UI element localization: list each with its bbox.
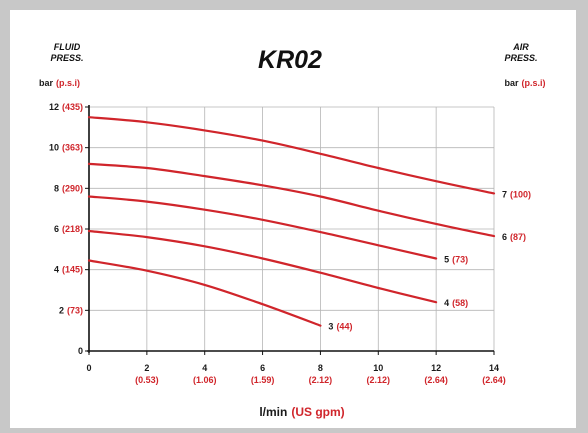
x-axis-label: l/min (US gpm) [259,405,344,419]
y-tick-alt-value: (290) [62,183,83,193]
series-end-label-7: 7 (100) [502,189,531,199]
y-tick-alt-value: (145) [62,265,83,275]
y-tick-value: 6 [54,224,59,234]
x-tick-label: 6 [260,363,265,373]
left-unit-main: bar [39,78,54,88]
x-axis-label-main: l/min [259,405,287,419]
x-tick-label: 12 [431,363,441,373]
series-name: 4 [444,298,449,308]
series-alt: (87) [510,232,526,242]
series-alt: (73) [452,254,468,264]
series-line-6 [87,162,496,238]
series-end-label-6: 6 (87) [502,232,526,242]
series-end-label-3: 3 (44) [328,322,352,332]
series-end-label-4: 4 (58) [444,298,468,308]
x-tick-label: 8 [318,363,323,373]
series-name: 6 [502,232,507,242]
y-tick-label: 12 (435) [49,102,83,112]
x-tick-alt-label: (1.06) [193,375,217,385]
x-tick-label: 14 [489,363,499,373]
y-tick-value: 2 [59,305,64,315]
series-group: 3 (44) 4 (58) 5 (73) 6 (87) 7 (100) [87,116,531,332]
series-line-7 [87,116,496,195]
series-name: 3 [328,322,333,332]
series-alt: (100) [510,189,531,199]
x-axis-label-alt: (US gpm) [291,405,344,419]
y-tick-value: 0 [78,346,83,356]
x-tick-alt-label: (2.12) [309,375,333,385]
series-name: 5 [444,254,449,264]
x-tick-label: 10 [373,363,383,373]
right-unit: bar (p.s.i) [504,78,545,88]
chart-panel: 0 2 (0.53) 4 (1.06) 6 (1.59) 8 (2.12) 10 (2.12) 12(… [10,10,576,428]
series-end-label-5: 5 (73) [444,254,468,264]
x-tick-alt-label: (2.64) [424,375,448,385]
grid-lines [89,106,495,351]
series-alt: (58) [452,298,468,308]
y-tick-alt-value: (435) [62,102,83,112]
y-tick-alt-value: (73) [67,305,83,315]
left-label-line1: FLUID [54,42,81,52]
right-label-line2: PRESS. [504,53,537,63]
left-unit: bar (p.s.i) [39,78,80,88]
y-tick-value: 4 [54,265,59,275]
left-unit-alt: (p.s.i) [56,78,80,88]
y-tick-label: 2 (73) [59,305,83,315]
x-tick-alt-label: (0.53) [135,375,159,385]
x-tick-label: 0 [86,363,91,373]
chart-title: KR02 [258,46,322,74]
y-tick-label: 10 (363) [49,143,83,153]
y-tick-alt-value: (363) [62,143,83,153]
left-label-line2: PRESS. [50,53,83,63]
x-tick-alt-label: (2.12) [367,375,391,385]
right-unit-main: bar [504,78,519,88]
y-tick-value: 10 [49,143,59,153]
right-unit-alt: (p.s.i) [522,78,546,88]
series-line-4 [87,229,438,304]
x-tick-alt-label: (2.64) [482,375,506,385]
x-tick-label: 4 [202,363,207,373]
x-tick-label: 2 [144,363,149,373]
series-alt: (44) [336,322,352,332]
series-line-5 [87,195,438,260]
y-tick-label: 4 (145) [54,265,83,275]
y-tick-value: 12 [49,102,59,112]
axes: 0 2(0.53)4(1.06)6(1.59)8(2.12)10(2.12)12(… [49,102,506,385]
x-tick-alt-label: (1.59) [251,375,275,385]
series-line-3 [87,259,322,327]
right-label-line1: AIR [512,42,529,52]
y-tick-label: 6 (218) [54,224,83,234]
series-name: 7 [502,189,507,199]
y-tick-label: 0 [78,346,83,356]
pump-performance-chart: 0 2(0.53)4(1.06)6(1.59)8(2.12)10(2.12)12(… [39,42,546,419]
y-tick-alt-value: (218) [62,224,83,234]
y-tick-label: 8 (290) [54,183,83,193]
y-tick-value: 8 [54,183,59,193]
